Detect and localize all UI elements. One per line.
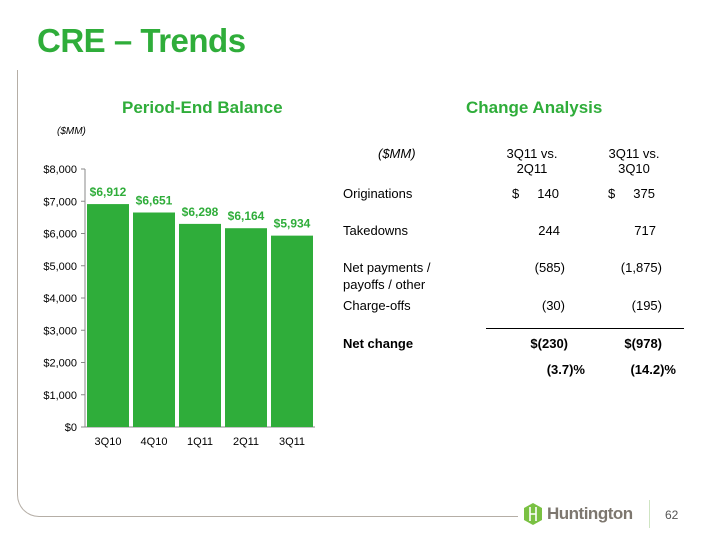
x-tick-label: 3Q10	[95, 436, 122, 448]
row-value: (1,875)	[620, 260, 662, 275]
bar	[225, 228, 267, 427]
y-tick-label: $8,000	[43, 164, 77, 176]
y-tick-label: $1,000	[43, 390, 77, 402]
x-tick-label: 3Q11	[279, 436, 305, 448]
data-label: $6,651	[136, 194, 173, 208]
y-tick-label: $7,000	[43, 196, 77, 208]
row-label: Net payments /	[343, 260, 431, 275]
y-tick-label: $4,000	[43, 293, 77, 305]
slide-frame	[17, 70, 518, 517]
row-value: $ 375	[608, 186, 655, 201]
net-value: $(230)	[530, 336, 568, 351]
bar	[271, 235, 313, 427]
row-label: Takedowns	[343, 223, 409, 238]
net-percent: (3.7)%	[546, 362, 585, 377]
row-label: Charge-offs	[343, 298, 411, 313]
page-number: 62	[665, 508, 679, 522]
table-unit: ($MM)	[378, 146, 416, 161]
net-label: Net change	[343, 336, 414, 351]
x-tick-label: 4Q10	[141, 436, 168, 448]
bar	[87, 204, 129, 427]
total-rule	[486, 328, 684, 329]
logo-icon	[524, 503, 542, 525]
row-value: $ 140	[512, 186, 559, 201]
bar	[133, 212, 175, 427]
bar	[179, 223, 221, 427]
row-label: Originations	[343, 186, 413, 201]
y-tick-label: $6,000	[43, 229, 77, 241]
x-tick-label: 2Q11	[233, 436, 259, 448]
net-percent: (14.2)%	[630, 362, 676, 377]
table-heading: Change Analysis	[466, 98, 603, 117]
row-value: (195)	[631, 298, 662, 313]
y-tick-label: $0	[65, 422, 77, 434]
row-value: (30)	[541, 298, 565, 313]
huntington-logo: Huntington	[522, 503, 633, 525]
row-value: (585)	[534, 260, 565, 275]
data-label: $6,164	[228, 209, 265, 223]
y-tick-label: $2,000	[43, 358, 77, 370]
footer-divider	[649, 500, 650, 528]
slide-title: CRE – Trends	[37, 22, 246, 59]
data-label: $6,298	[182, 205, 219, 219]
x-tick-label: 1Q11	[187, 436, 213, 448]
data-label: $6,912	[90, 185, 127, 199]
y-tick-label: $3,000	[43, 325, 77, 337]
col2-header: 3Q11 vs. 3Q10	[608, 146, 660, 176]
row-value: 717	[634, 223, 656, 238]
row-label-cont: payoffs / other	[343, 277, 426, 292]
row-value: 244	[538, 223, 560, 238]
chart-heading: Period-End Balance	[122, 98, 283, 117]
chart-unit-label: ($MM)	[57, 126, 86, 137]
net-value: $(978)	[624, 336, 662, 351]
y-tick-label: $5,000	[43, 261, 77, 273]
col1-header: 3Q11 vs. 2Q11	[506, 146, 558, 176]
data-label: $5,934	[274, 217, 311, 231]
